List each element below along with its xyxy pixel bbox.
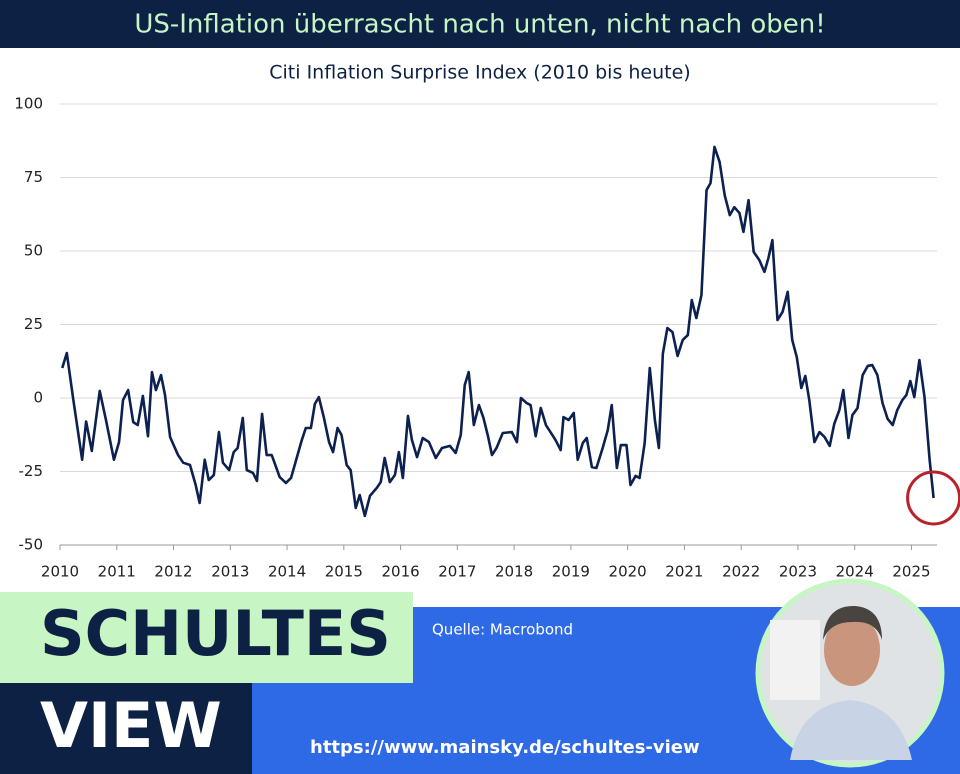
y-tick-label: 100: [14, 95, 43, 113]
y-tick-label: 0: [33, 389, 43, 407]
x-tick-label: 2022: [722, 563, 760, 581]
y-tick-label: 25: [24, 315, 43, 333]
source: Quelle: Macrobond: [432, 621, 573, 639]
portrait: [755, 578, 945, 768]
y-tick-label: -25: [19, 462, 44, 480]
x-tick-label: 2012: [154, 563, 192, 581]
url: https://www.mainsky.de/schultes-view: [310, 737, 700, 758]
x-tick-label: 2010: [41, 563, 79, 581]
x-tick-label: 2024: [836, 563, 874, 581]
highlight-circle: [906, 470, 960, 526]
y-tick-label: 50: [24, 242, 43, 260]
footer-blue: [252, 683, 413, 774]
brand-bottom: VIEW: [40, 689, 222, 762]
plot: -50 -25 0 25 50 75 100 2010 2011 2012 2013 2014 2015…: [14, 95, 960, 581]
brand-top: SCHULTES: [40, 597, 391, 670]
series-line: [61, 145, 935, 518]
x-tick-label: 2020: [609, 563, 647, 581]
brand-box: [0, 592, 413, 683]
y-tick-label: 75: [24, 168, 43, 186]
x-tick-label: 2025: [892, 563, 930, 581]
x-tick-label: 2016: [381, 563, 419, 581]
x-tick-label: 2014: [268, 563, 306, 581]
x-tick-label: 2013: [211, 563, 249, 581]
x-tick-label: 2023: [779, 563, 817, 581]
header-bar: [0, 0, 960, 48]
brand-box-dark: [0, 683, 252, 774]
chart-title: Citi Inflation Surprise Index (2010 bis …: [269, 62, 690, 84]
x-tick-label: 2015: [325, 563, 363, 581]
x-tick-label: 2019: [552, 563, 590, 581]
x-tick-label: 2018: [495, 563, 533, 581]
x-tick-label: 2017: [438, 563, 476, 581]
header-title: US-Inflation überrascht nach unten, nich…: [134, 10, 825, 40]
x-tick-label: 2011: [98, 563, 136, 581]
y-tick-label: -50: [19, 536, 44, 554]
x-tick-label: 2021: [665, 563, 703, 581]
